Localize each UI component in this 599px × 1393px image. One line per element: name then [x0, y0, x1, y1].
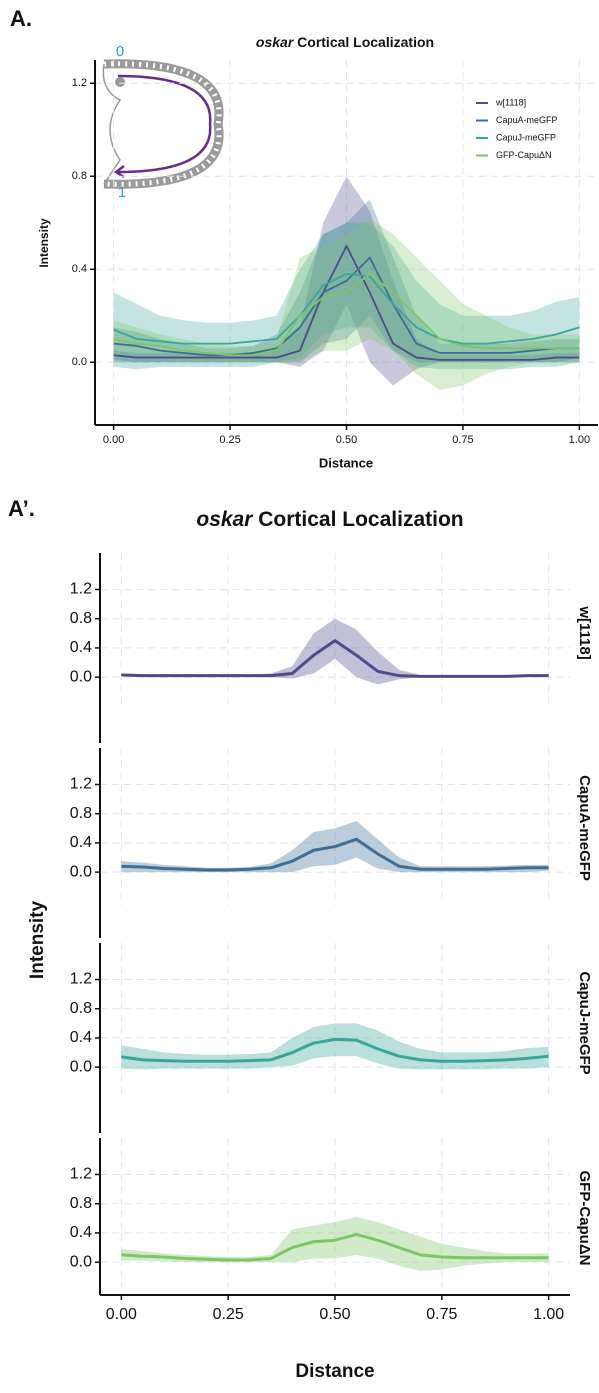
y-tick-label: 1.2	[70, 971, 92, 988]
series-line	[121, 837, 549, 872]
legend-label: CapuA-meGFP	[496, 115, 558, 125]
y-axis-label: Intensity	[37, 218, 51, 268]
band	[121, 618, 549, 685]
inset-label: 0	[116, 43, 124, 60]
x-tick-label: 0.25	[213, 1306, 244, 1323]
facet-label: CapuJ-meGFP	[576, 971, 593, 1074]
y-tick-label: 0.8	[72, 170, 87, 182]
series-line	[113, 256, 580, 357]
band	[121, 1023, 549, 1070]
series-line	[113, 245, 580, 361]
panel-label: A’.	[8, 496, 35, 521]
y-tick-label: 0.0	[70, 1253, 92, 1270]
arrow-head	[113, 165, 125, 179]
legend-label: GFP-CapuΔN	[496, 150, 552, 160]
y-tick-label: 0.4	[70, 834, 92, 851]
facet-label: GFP-CapuΔN	[576, 1171, 593, 1266]
x-axis-label: Distance	[295, 1361, 374, 1382]
y-tick-label: 0.8	[70, 1000, 92, 1017]
y-tick-label: 0.8	[70, 805, 92, 822]
y-tick-label: 0.0	[70, 863, 92, 880]
chart-title: oskar Cortical Localization	[256, 34, 434, 50]
x-tick-label: 0.50	[319, 1306, 350, 1323]
legend-label: CapuJ-meGFP	[496, 132, 556, 142]
egg-cortex	[103, 61, 222, 187]
y-tick-label: 0.4	[72, 263, 87, 275]
x-tick-label: 1.00	[533, 1306, 564, 1323]
series-line	[113, 272, 580, 357]
chart-title: oskar Cortical Localization	[196, 508, 463, 531]
series-line	[121, 1037, 549, 1063]
legend-label: w[1118]	[495, 97, 526, 107]
inset-diagram: 0 1	[102, 43, 224, 201]
y-tick-label: 0.0	[70, 668, 92, 685]
inset-label: 1	[118, 184, 126, 201]
x-tick-label: 0.75	[426, 1306, 457, 1323]
x-axis-label: Distance	[319, 455, 373, 470]
x-tick-label: 1.00	[569, 434, 590, 446]
y-tick-label: 1.2	[70, 581, 92, 598]
y-tick-label: 0.8	[70, 1195, 92, 1212]
y-tick-label: 1.2	[70, 1166, 92, 1183]
x-tick-label: 0.75	[452, 434, 473, 446]
x-tick-label: 0.00	[106, 1306, 137, 1323]
nucleus	[115, 77, 125, 87]
y-tick-label: 1.2	[70, 776, 92, 793]
x-tick-label: 0.25	[219, 434, 240, 446]
y-tick-label: 0.4	[70, 639, 92, 656]
y-tick-label: 0.8	[70, 610, 92, 627]
y-tick-label: 0.0	[70, 1058, 92, 1075]
y-axis-label: Intensity	[27, 901, 48, 980]
y-tick-label: 0.4	[70, 1029, 92, 1046]
x-tick-label: 0.50	[336, 434, 357, 446]
y-tick-label: 0.0	[72, 356, 87, 368]
band	[113, 218, 580, 391]
series-line	[121, 639, 549, 678]
measure-path	[117, 74, 212, 174]
nurse-line	[102, 63, 122, 185]
series-line	[121, 1232, 549, 1262]
facet-label: w[1118]	[576, 605, 593, 659]
x-tick-label: 0.00	[103, 434, 124, 446]
facet-label: CapuA-meGFP	[576, 775, 593, 881]
y-tick-label: 1.2	[72, 77, 87, 89]
series-line	[113, 272, 580, 345]
band	[113, 222, 580, 370]
y-tick-label: 0.4	[70, 1224, 92, 1241]
panel-label: A.	[10, 6, 32, 31]
